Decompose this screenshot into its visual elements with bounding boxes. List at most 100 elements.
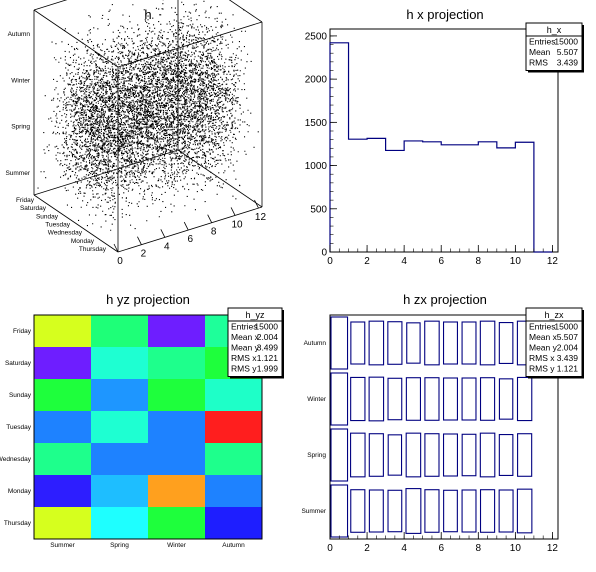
y-tick-label: 1000 [305, 161, 328, 172]
heatmap-cell [91, 315, 149, 348]
zx-box [350, 376, 366, 422]
heatmap-cell [34, 507, 92, 540]
x-tick-label: 8 [476, 543, 482, 554]
y-category-label: Saturday [5, 360, 32, 367]
pad-yz-projection[interactable]: h yz projection Summer Spring Winter Autumn… [0, 292, 284, 549]
hist-axes: 0 2 4 6 8 10 12 0 500 1000 1500 2000 2500 [305, 31, 559, 267]
hist-bar [497, 148, 516, 252]
y-category-label: Sunday [36, 213, 59, 220]
y-category-label: Tuesday [45, 222, 70, 229]
zx-box [350, 489, 366, 533]
zx-box [424, 489, 440, 533]
x-tick-label: 6 [438, 256, 444, 267]
hist-bar [441, 145, 460, 252]
hist-bar [423, 142, 442, 252]
x-tick-label: 0 [327, 543, 333, 554]
stats-box-shadow [230, 376, 284, 379]
zx-box [368, 320, 385, 366]
pad4-title: h zx projection [403, 292, 487, 307]
pad1-title: h [144, 7, 151, 22]
scatter-points [37, 0, 259, 231]
cube-edge [228, 0, 263, 23]
x-tick-label: 10 [510, 543, 522, 554]
zx-box [516, 488, 533, 534]
y-tick-label: 1500 [305, 118, 328, 129]
heatmap-cell [91, 379, 149, 412]
heatmap-cell [205, 379, 263, 412]
heatmap-cell [148, 315, 206, 348]
stats-value: 3.439 [557, 58, 579, 68]
y-tick-label: 2500 [305, 31, 328, 42]
x-tick [230, 207, 236, 216]
stats-box-name: h_x [547, 25, 562, 35]
x-tick-label: 12 [547, 543, 559, 554]
pad-zx-projection[interactable]: h zx projection 0 2 4 6 8 10 12 Autumn Winter Spr… [301, 292, 584, 554]
hist-bar [386, 150, 405, 252]
heatmap-cell [148, 379, 206, 412]
zx-box [387, 434, 403, 476]
stats-label: RMS y [529, 364, 555, 374]
hist-bar [460, 145, 479, 252]
y-category-label: Monday [8, 488, 32, 495]
y-category-label: Thursday [79, 246, 107, 253]
x-tick [183, 221, 189, 231]
zx-box [368, 489, 384, 533]
x-tick-label: 8 [211, 227, 217, 238]
heatmap-cell [91, 475, 149, 508]
stats-label: Entries [529, 37, 555, 47]
x-tick-label: 2 [364, 256, 370, 267]
zx-box [405, 377, 422, 421]
heatmap-cell [91, 347, 149, 380]
zx-box [368, 376, 385, 422]
cube-edge [117, 206, 263, 253]
stats-value: 5.507 [557, 332, 579, 342]
zx-box [498, 322, 514, 364]
hist-bar [404, 141, 423, 252]
hist-bar [349, 139, 368, 252]
zx-box [350, 432, 366, 478]
zx-box [330, 372, 349, 426]
pad-x-projection[interactable]: h x projection 0 2 4 6 8 10 12 0 500 1000 1500 2000… [305, 7, 584, 267]
zx-box [330, 428, 349, 482]
stats-box-name: h_zx [544, 310, 564, 320]
y-category-label: Wednesday [0, 456, 32, 463]
zx-box [498, 378, 514, 420]
stats-value: 15000 [254, 322, 278, 332]
stats-label: Mean x [231, 332, 260, 342]
heatmap-cell [34, 347, 92, 380]
stats-box-shadow [282, 310, 284, 379]
x-tick-label: 6 [438, 543, 444, 554]
heatmap-cell [34, 315, 92, 348]
stats-value: 2.004 [257, 332, 279, 342]
x-tick-label: 10 [510, 256, 522, 267]
cube-edge [33, 9, 119, 68]
z-category-label: Spring [11, 124, 30, 131]
zx-box [461, 377, 477, 421]
heatmap-cell [205, 475, 263, 508]
cube-edge [177, 149, 263, 208]
x-tick-label: 0 [117, 256, 123, 267]
z-category-label: Winter [11, 77, 31, 84]
heatmap-cell [205, 411, 263, 444]
x-category-label: Summer [50, 542, 75, 549]
zx-box [498, 489, 514, 533]
stats-value: 1.999 [257, 364, 279, 374]
heatmap-cell [148, 347, 206, 380]
heatmap-cell [34, 443, 92, 476]
zx-box [406, 322, 421, 364]
y-category-label: Friday [13, 328, 32, 335]
zx-box [461, 321, 477, 365]
y-category-label: Summer [301, 508, 326, 515]
zx-axes: 0 2 4 6 8 10 12 Autumn Winter Spring Summer [301, 340, 558, 554]
x-tick-label: 4 [164, 241, 170, 252]
cube-edge [33, 194, 119, 253]
stats-value: 1.121 [257, 353, 279, 363]
y-category-label: Tuesday [6, 424, 31, 431]
stats-label: RMS [529, 58, 548, 68]
pad2-title: h x projection [406, 7, 483, 22]
stats-value: 15000 [554, 322, 578, 332]
